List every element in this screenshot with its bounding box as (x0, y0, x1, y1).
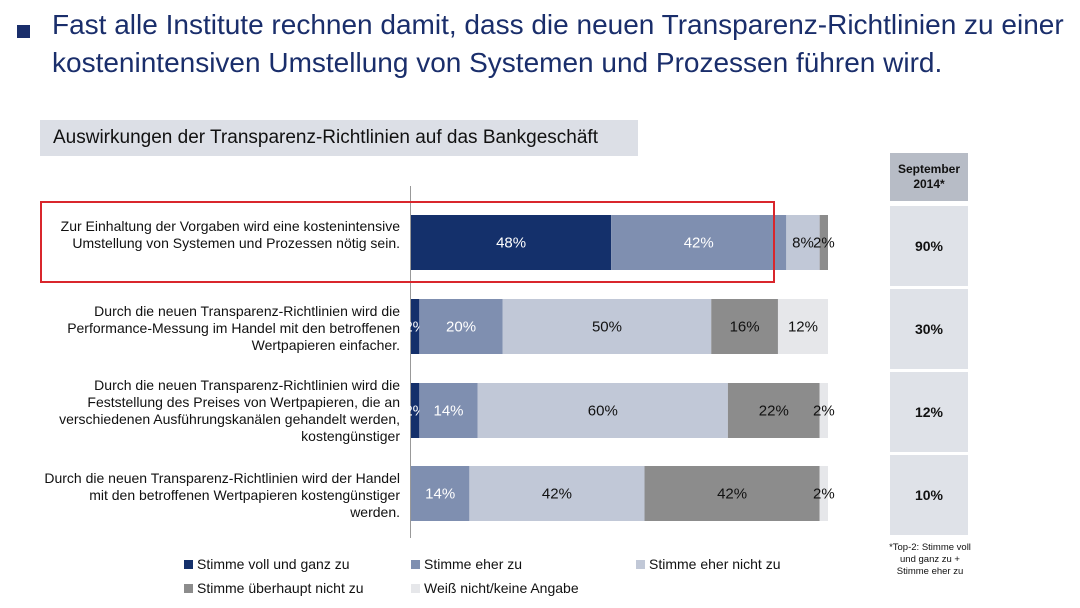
legend-swatch-4 (184, 584, 193, 593)
bar-label-r4-s3: 42% (542, 486, 572, 503)
bar-segment-r3-s3 (477, 383, 728, 438)
category-label-2: Durch die neuen Transparenz-Richtlinien … (67, 303, 400, 353)
bar-segment-r4-s4 (644, 466, 820, 521)
bar-segment-r3-s4 (727, 383, 820, 438)
top2-header: September 2014* (890, 153, 968, 201)
bar-label-r3-s1: 2% (404, 403, 426, 420)
top2-value-1: 90% (890, 206, 968, 286)
chart-title: Auswirkungen der Transparenz-Richtlinien… (40, 120, 638, 156)
legend-label-4: Stimme überhaupt nicht zu (197, 580, 364, 596)
bar-label-r2-s3: 50% (592, 319, 622, 336)
category-label-4: Durch die neuen Transparenz-Richtlinien … (44, 470, 400, 520)
legend-item-3: Stimme eher nicht zu (636, 556, 781, 572)
bar-label-r4-s2: 14% (425, 486, 455, 503)
bar-label-r2-s5: 12% (788, 319, 818, 336)
legend-label-1: Stimme voll und ganz zu (197, 556, 350, 572)
legend-swatch-1 (184, 560, 193, 569)
top2-value-2: 30% (890, 289, 968, 369)
bar-segment-r3-s5 (819, 383, 828, 438)
top2-value-3: 12% (890, 372, 968, 452)
legend-item-1: Stimme voll und ganz zu (184, 556, 350, 572)
bar-segment-r2-s3 (502, 299, 712, 354)
bar-segment-r2-s1 (411, 299, 420, 354)
legend-swatch-5 (411, 584, 420, 593)
bar-segment-r2-s4 (711, 299, 778, 354)
headline-bullet-icon (17, 25, 30, 38)
bar-segment-r4-s2 (411, 466, 470, 521)
legend-item-2: Stimme eher zu (411, 556, 522, 572)
page-headline: Fast alle Institute rechnen damit, dass … (52, 9, 1064, 78)
legend-item-4: Stimme überhaupt nicht zu (184, 580, 364, 596)
bar-segment-r2-s5 (777, 299, 828, 354)
bar-segment-r1-s4 (819, 215, 828, 270)
category-label-1: Zur Einhaltung der Vorgaben wird eine ko… (60, 218, 400, 251)
bar-label-r1-s4: 2% (813, 235, 835, 252)
bar-label-r3-s3: 60% (588, 403, 618, 420)
top2-value-4: 10% (890, 455, 968, 535)
bar-segment-r3-s2 (419, 383, 478, 438)
bar-label-r2-s1: 2% (404, 319, 426, 336)
bar-segment-r4-s5 (819, 466, 828, 521)
legend-swatch-3 (636, 560, 645, 569)
top2-footnote: *Top-2: Stimme voll und ganz zu + Stimme… (889, 542, 971, 577)
legend-item-5: Weiß nicht/keine Angabe (411, 580, 579, 596)
bar-label-r3-s4: 22% (759, 403, 789, 420)
bar-label-r4-s5: 2% (813, 486, 835, 503)
chart-axis-line (410, 186, 411, 538)
bar-segment-r1-s3 (786, 215, 820, 270)
bar-label-r2-s4: 16% (730, 319, 760, 336)
bar-label-r4-s4: 42% (717, 486, 747, 503)
bar-label-r3-s5: 2% (813, 403, 835, 420)
legend-label-5: Weiß nicht/keine Angabe (424, 580, 579, 596)
bar-segment-r2-s2 (419, 299, 503, 354)
bar-label-r3-s2: 14% (434, 403, 464, 420)
bar-label-r1-s3: 8% (792, 235, 814, 252)
category-label-3: Durch die neuen Transparenz-Richtlinien … (59, 377, 400, 444)
legend-swatch-2 (411, 560, 420, 569)
legend-label-2: Stimme eher zu (424, 556, 523, 572)
bar-label-r2-s2: 20% (446, 319, 476, 336)
highlight-frame (40, 201, 775, 283)
legend-label-3: Stimme eher nicht zu (649, 556, 781, 572)
bar-segment-r4-s3 (469, 466, 645, 521)
bar-segment-r3-s1 (411, 383, 420, 438)
